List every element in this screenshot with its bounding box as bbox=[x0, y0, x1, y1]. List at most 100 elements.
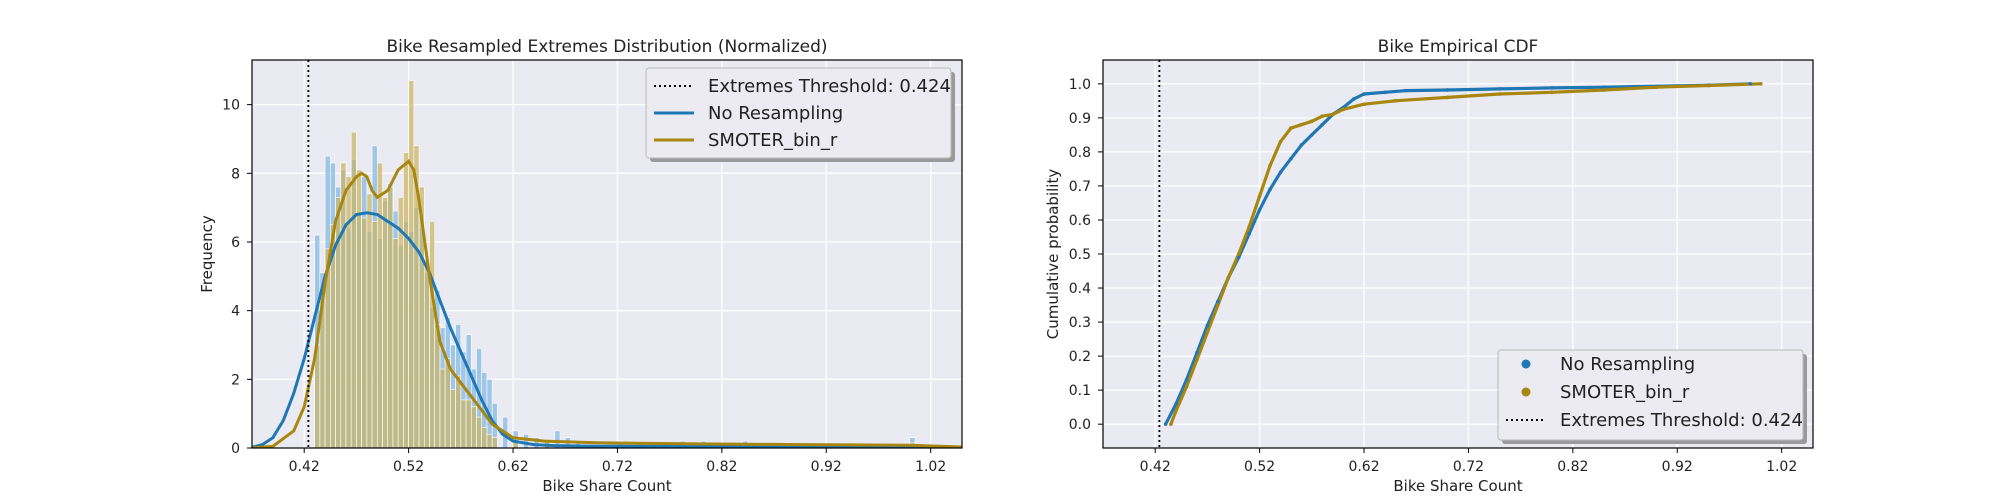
y-tick-label: 0 bbox=[231, 441, 240, 457]
x-tick-label: 0.42 bbox=[289, 459, 320, 475]
cdf-point bbox=[1174, 408, 1178, 413]
cdf-point bbox=[1320, 122, 1325, 127]
x-tick-label: 0.62 bbox=[497, 459, 528, 475]
cdf-point bbox=[1236, 252, 1241, 256]
plot-area-frame bbox=[251, 59, 963, 449]
legend-box bbox=[1497, 349, 1804, 441]
histogram-bar bbox=[345, 176, 352, 448]
cdf-point bbox=[1205, 330, 1210, 335]
histogram-bar bbox=[523, 433, 529, 448]
y-tick-label: 2 bbox=[231, 372, 240, 388]
cdf-point bbox=[1497, 87, 1502, 91]
cdf-point bbox=[1550, 86, 1554, 90]
y-tick-label: 0.4 bbox=[1069, 281, 1091, 297]
x-tick-label: 0.52 bbox=[1244, 459, 1275, 475]
legend-threshold-label: Extremes Threshold: 0.424 bbox=[708, 76, 951, 97]
legend-box bbox=[645, 67, 952, 159]
kde-line-smoter-bin-r bbox=[252, 159, 962, 448]
cdf-point bbox=[1445, 95, 1450, 100]
cdf-point bbox=[1289, 156, 1293, 161]
x-tick-label: 0.92 bbox=[1662, 459, 1693, 475]
cdf-point bbox=[1257, 194, 1262, 198]
y-tick-label: 0.5 bbox=[1069, 247, 1091, 263]
cdf-point bbox=[1184, 384, 1189, 389]
x-tick-label: 0.82 bbox=[706, 459, 737, 475]
y-tick-label: 0.7 bbox=[1069, 179, 1091, 195]
cdf-point bbox=[1602, 85, 1606, 90]
cdf-point bbox=[1445, 88, 1450, 92]
kde-line-no-resampling bbox=[252, 211, 962, 448]
histogram-bar bbox=[429, 221, 436, 448]
histogram-bar bbox=[476, 416, 483, 448]
y-tick-label: 0.2 bbox=[1069, 349, 1091, 365]
histogram-bar bbox=[403, 152, 409, 448]
histogram-bar bbox=[491, 437, 498, 448]
cdf-point bbox=[1706, 83, 1711, 88]
cdf-point bbox=[1393, 99, 1398, 103]
legend-smoter-label: SMOTER_bin_r bbox=[708, 130, 838, 151]
histogram-bar bbox=[376, 162, 383, 448]
histogram-bar bbox=[460, 399, 467, 448]
legend-no-resampling-swatch bbox=[1521, 359, 1531, 369]
cdf-point bbox=[1268, 163, 1272, 168]
histogram-bar bbox=[455, 375, 462, 448]
histogram-bar bbox=[361, 217, 368, 448]
histogram-bar bbox=[533, 437, 540, 448]
histogram-bar bbox=[387, 186, 394, 448]
y-tick-label: 10 bbox=[222, 98, 240, 114]
chart-title: Bike Resampled Extremes Distribution (No… bbox=[386, 37, 827, 57]
cdf-point bbox=[1602, 88, 1606, 92]
histogram-bar bbox=[371, 221, 378, 448]
cdf-point bbox=[1247, 224, 1251, 229]
histogram-bar bbox=[382, 197, 389, 448]
y-axis-label: Cumulative probability bbox=[1044, 169, 1062, 340]
chart-title: Bike Empirical CDF bbox=[1378, 37, 1539, 57]
cdf-point bbox=[1351, 97, 1356, 101]
histogram-bar bbox=[366, 193, 373, 448]
x-tick-label: 0.92 bbox=[811, 459, 842, 475]
cdf-point bbox=[1310, 133, 1314, 137]
y-tick-label: 0.9 bbox=[1069, 111, 1091, 127]
cdf-point bbox=[1550, 90, 1554, 95]
cdf-chart: 0.42 0.52 0.62 0.72 0.82 0.92 1.02 0.0 0.1 0.2 0.3… bbox=[1044, 37, 1814, 495]
histogram-bar bbox=[397, 197, 404, 448]
y-tick-label: 0.1 bbox=[1069, 383, 1091, 399]
x-tick-label: 0.52 bbox=[393, 459, 424, 475]
cdf-point bbox=[1184, 378, 1189, 382]
histogram-bar bbox=[356, 169, 362, 448]
cdf-point bbox=[1289, 126, 1293, 130]
x-axis-label: Bike Share Count bbox=[542, 477, 671, 495]
y-tick-label: 0.0 bbox=[1069, 417, 1091, 433]
histogram-bar bbox=[450, 389, 456, 448]
cdf-point bbox=[1310, 119, 1314, 124]
legend-smoter-label: SMOTER_bin_r bbox=[1560, 382, 1690, 403]
histogram-smoter-bin-r bbox=[314, 80, 916, 448]
cdf-point bbox=[1205, 323, 1210, 328]
x-tick-label: 0.82 bbox=[1557, 459, 1588, 475]
histogram-bar bbox=[444, 358, 451, 448]
x-tick-label: 0.62 bbox=[1348, 459, 1379, 475]
x-axis-label: Bike Share Count bbox=[1393, 477, 1522, 495]
cdf-point bbox=[1654, 85, 1659, 90]
y-tick-label: 6 bbox=[231, 235, 240, 251]
cdf-point bbox=[1236, 255, 1241, 260]
cdf-point bbox=[1278, 139, 1283, 144]
y-tick-label: 4 bbox=[231, 304, 240, 320]
cdf-point bbox=[1169, 422, 1173, 426]
histogram-bar bbox=[465, 399, 472, 448]
y-tick-label: 8 bbox=[231, 166, 240, 182]
cdf-point bbox=[1174, 401, 1178, 406]
cdf-point bbox=[1748, 82, 1753, 86]
cdf-point bbox=[1341, 107, 1345, 112]
x-tick-label: 1.02 bbox=[1766, 459, 1797, 475]
y-tick-label: 0.3 bbox=[1069, 315, 1091, 331]
histogram-bar bbox=[470, 406, 477, 448]
histogram-bar bbox=[439, 368, 446, 448]
y-tick-label: 0.6 bbox=[1069, 213, 1091, 229]
legend-threshold-label: Extremes Threshold: 0.424 bbox=[1560, 410, 1803, 431]
cdf-point bbox=[1226, 276, 1231, 280]
cdf-point bbox=[1362, 92, 1366, 96]
cdf-point bbox=[1216, 303, 1220, 307]
cdf-point bbox=[1268, 187, 1272, 192]
